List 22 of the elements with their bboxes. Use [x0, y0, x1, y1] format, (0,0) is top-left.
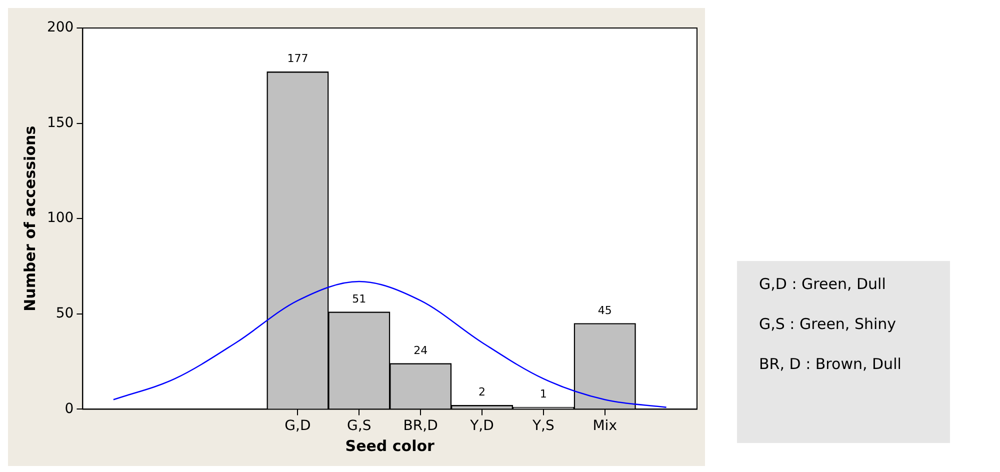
- data-label: 1: [540, 388, 547, 401]
- data-label: 2: [478, 386, 486, 399]
- y-tick-label: 150: [46, 114, 74, 131]
- y-axis-title: Number of accessions: [20, 126, 39, 312]
- data-label: 24: [414, 344, 428, 357]
- y-tick-label: 100: [46, 210, 74, 226]
- x-axis-title: Seed color: [345, 436, 436, 455]
- data-label: 45: [598, 304, 612, 317]
- data-label: 51: [352, 292, 366, 306]
- text: G,D : Green, Dull: [759, 275, 887, 293]
- text: BR, D : Brown, Dull: [759, 355, 902, 373]
- x-tick-label: Mix: [592, 418, 617, 434]
- y-tick-label: 0: [64, 400, 74, 417]
- x-tick-label: Y,D: [469, 418, 494, 434]
- x-tick-label: G,S: [347, 418, 372, 434]
- text: G,S : Green, Shiny: [759, 315, 898, 333]
- y-tick-label: 200: [46, 20, 74, 36]
- x-tick-label: BR,D: [403, 418, 438, 434]
- x-tick-label: Y,S: [531, 418, 554, 434]
- data-label: 177: [287, 52, 308, 66]
- y-tick-label: 50: [56, 306, 74, 322]
- x-tick-label: G,D: [284, 418, 311, 434]
